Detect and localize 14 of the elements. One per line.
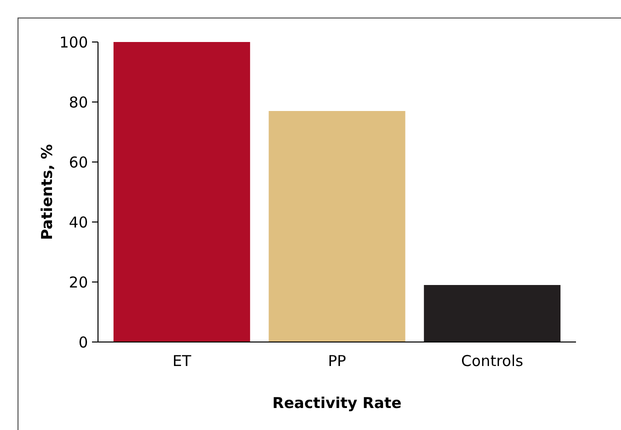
y-tick-label: 60 (68, 153, 88, 172)
y-tick-label: 20 (68, 273, 88, 292)
y-axis-title: Patients, % (38, 144, 56, 240)
y-tick-label: 100 (59, 33, 88, 52)
y-tick-label: 0 (78, 333, 88, 352)
x-tick-label: Controls (461, 352, 524, 370)
bar (424, 285, 560, 342)
bar (268, 111, 406, 342)
y-tick-label: 40 (68, 213, 88, 232)
x-tick-label: PP (328, 352, 346, 370)
x-axis-title: Reactivity Rate (272, 394, 402, 412)
y-tick-label: 80 (68, 93, 88, 112)
x-tick-label: ET (172, 352, 192, 370)
bar (114, 42, 250, 342)
